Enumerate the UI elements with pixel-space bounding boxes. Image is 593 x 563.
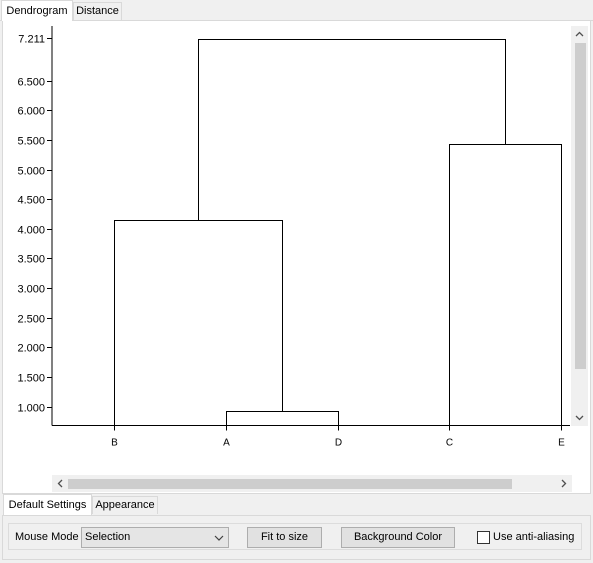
scroll-up-icon[interactable] [571,26,588,43]
y-tick-label: 5.000 [17,166,45,178]
dendrogram-link [226,411,339,426]
leaf-label: E [558,438,565,449]
mouse-mode-select[interactable]: Selection [81,527,229,548]
mouse-mode-label: Mouse Mode [15,531,79,543]
y-tick-label: 3.000 [17,284,45,296]
vertical-scroll-thumb[interactable] [575,43,586,369]
mouse-mode-value: Selection [85,531,131,543]
dendrogram-link [114,220,283,426]
leaf-label: B [111,438,118,449]
settings-tab-bar: Default Settings Appearance [0,494,593,515]
y-tick-label: 6.000 [17,106,45,118]
y-tick-label: 4.500 [17,195,45,207]
leaf-label: A [223,438,230,449]
y-tick-label: 2.000 [17,343,45,355]
horizontal-scroll-thumb[interactable] [68,479,512,489]
y-tick-label: 3.500 [17,254,45,266]
y-tick-label: 1.000 [17,403,45,415]
dendrogram-panel [2,20,591,494]
top-tab-bar: Dendrogram Distance [0,0,593,21]
fit-to-size-button[interactable]: Fit to size [247,527,322,548]
tab-default-settings[interactable]: Default Settings [3,494,92,515]
tab-appearance[interactable]: Appearance [92,496,158,514]
background-color-button[interactable]: Background Color [341,527,455,548]
y-tick-label: 4.000 [17,225,45,237]
scroll-left-icon[interactable] [52,475,69,492]
dendrogram-link [449,144,562,426]
tab-dendrogram[interactable]: Dendrogram [1,0,73,21]
leaf-label: D [335,438,342,449]
chevron-down-icon [212,529,226,546]
y-tick-label: 7.211 [18,34,45,46]
y-tick-label: 1.500 [17,373,45,385]
y-tick-label: 5.500 [17,136,45,148]
settings-group [8,523,582,550]
anti-aliasing-label[interactable]: Use anti-aliasing [493,531,575,543]
y-tick-label: 2.500 [17,314,45,326]
scroll-right-icon[interactable] [555,475,572,492]
scroll-down-icon[interactable] [571,409,588,426]
tab-distance[interactable]: Distance [73,2,122,20]
dendrogram-link [198,39,506,221]
leaf-label: C [446,438,453,449]
y-tick-label: 6.500 [17,77,45,89]
anti-aliasing-checkbox[interactable] [477,531,490,544]
